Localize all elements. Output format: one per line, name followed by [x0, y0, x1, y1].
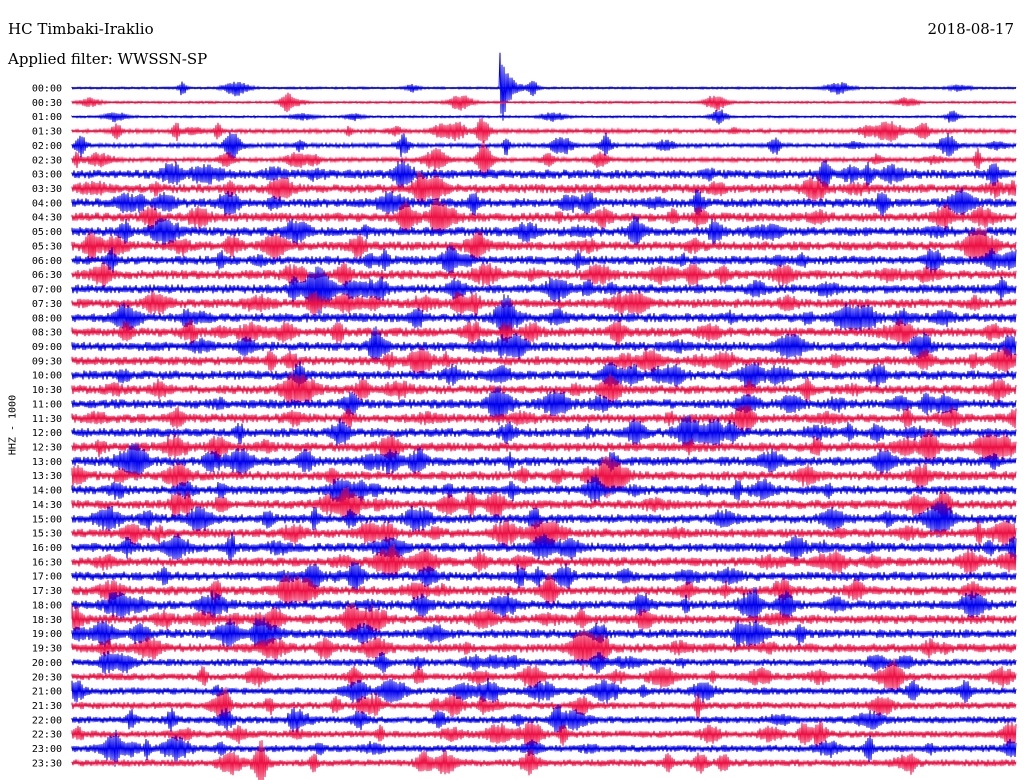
row-time-label: 07:00 [32, 285, 62, 296]
row-time-label: 00:30 [32, 98, 62, 109]
row-time-label: 19:30 [32, 644, 62, 655]
row-time-label: 15:30 [32, 529, 62, 540]
row-time-label: 02:00 [32, 141, 62, 152]
row-time-label: 11:30 [32, 414, 62, 425]
row-time-label: 22:30 [32, 730, 62, 741]
trace-row [71, 52, 1017, 121]
row-time-label: 03:00 [32, 170, 62, 181]
row-time-label: 14:00 [32, 486, 62, 497]
row-time-label: 23:30 [32, 758, 62, 769]
row-time-label: 04:30 [32, 213, 62, 224]
row-time-label: 02:30 [32, 155, 62, 166]
row-time-label: 03:30 [32, 184, 62, 195]
trace-row [71, 573, 1017, 607]
row-time-label: 04:00 [32, 198, 62, 209]
row-time-label: 19:00 [32, 629, 62, 640]
row-time-label: 18:30 [32, 615, 62, 626]
filter-label: Applied filter: WWSSN-SP [8, 50, 208, 68]
row-time-label: 23:00 [32, 744, 62, 755]
row-time-label: 15:00 [32, 514, 62, 525]
row-time-label: 00:00 [32, 84, 62, 95]
row-time-label: 01:00 [32, 112, 62, 123]
row-time-label: 05:00 [32, 227, 62, 238]
row-time-label: 20:30 [32, 672, 62, 683]
row-time-label: 13:30 [32, 471, 62, 482]
row-time-label: 01:30 [32, 127, 62, 138]
row-time-label: 20:00 [32, 658, 62, 669]
row-time-label: 05:30 [32, 241, 62, 252]
row-time-label: 10:00 [32, 371, 62, 382]
row-time-label: 08:00 [32, 313, 62, 324]
row-time-label: 16:30 [32, 557, 62, 568]
row-time-label: 11:00 [32, 399, 62, 410]
row-time-label: 08:30 [32, 328, 62, 339]
row-time-label: 06:30 [32, 270, 62, 281]
date-label: 2018-08-17 [927, 20, 1014, 38]
row-time-label: 18:00 [32, 600, 62, 611]
row-time-label: 21:30 [32, 701, 62, 712]
row-time-label: 13:00 [32, 457, 62, 468]
row-time-label: 17:30 [32, 586, 62, 597]
station-title: HC Timbaki-Iraklio [8, 20, 154, 38]
row-time-label: 10:30 [32, 385, 62, 396]
row-time-label: 09:30 [32, 356, 62, 367]
row-time-label: 12:00 [32, 428, 62, 439]
row-time-label: 16:00 [32, 543, 62, 554]
row-time-label: 06:00 [32, 256, 62, 267]
row-time-label: 12:30 [32, 443, 62, 454]
row-time-label: 07:30 [32, 299, 62, 310]
row-time-label: 21:00 [32, 687, 62, 698]
row-time-label: 14:30 [32, 500, 62, 511]
row-time-label: 17:00 [32, 572, 62, 583]
row-time-label: 09:00 [32, 342, 62, 353]
row-time-label: 22:00 [32, 715, 62, 726]
